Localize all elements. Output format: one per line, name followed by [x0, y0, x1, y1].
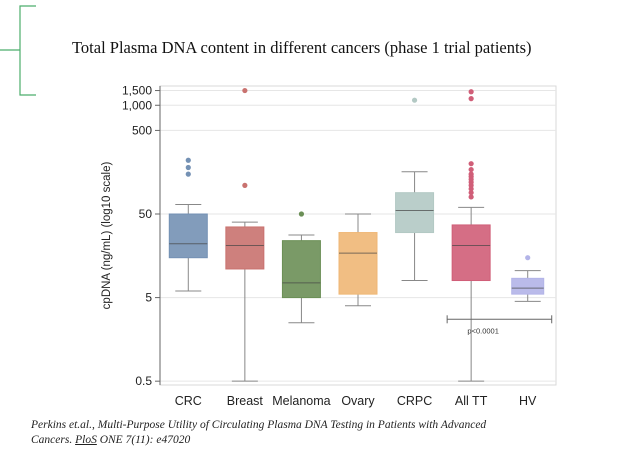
y-tick-label: 0.5 [135, 374, 152, 388]
box-group-crpc [395, 97, 435, 282]
slide-title: Total Plasma DNA content in different ca… [72, 38, 532, 57]
box-group-all-tt [451, 89, 491, 382]
outlier-crpc [411, 97, 418, 103]
outlier-all-tt [468, 190, 474, 196]
outlier-crc [185, 171, 191, 177]
citation-journal-link[interactable]: PloS [75, 434, 97, 446]
box-all-tt [451, 224, 491, 282]
x-tick-label-ovary: Ovary [341, 394, 375, 408]
slide-bracket-decoration [0, 5, 36, 96]
outlier-all-tt [468, 171, 474, 177]
box-breast [225, 226, 265, 270]
outlier-all-tt [468, 89, 474, 95]
box-melanoma [281, 240, 321, 299]
box-ovary [338, 232, 378, 295]
citation-line-2: Cancers. PloS ONE 7(11): e47020 [31, 433, 611, 448]
x-tick-label-hv: HV [519, 394, 537, 408]
box-group-melanoma [281, 211, 321, 324]
box-hv [511, 277, 545, 295]
x-tick-label-breast: Breast [227, 394, 264, 408]
box-group-ovary [338, 213, 378, 307]
bracket-line [0, 5, 36, 96]
citation-suffix: ONE 7(11): e47020 [96, 434, 191, 446]
y-tick-label: 1,500 [122, 84, 152, 98]
outlier-melanoma [298, 211, 305, 217]
x-tick-label-crc: CRC [175, 394, 202, 408]
y-tick-label: 1,000 [122, 98, 152, 112]
box-crpc [395, 192, 435, 234]
box-group-crc [168, 157, 208, 292]
box-crc [168, 213, 208, 259]
outlier-crc [185, 164, 191, 171]
outlier-breast [242, 182, 248, 188]
x-tick-label-all-tt: All TT [455, 394, 488, 408]
y-tick-label: 500 [132, 123, 152, 137]
p-value-annotation: p<0.0001 [467, 326, 499, 335]
citation-prefix: Cancers. [31, 434, 76, 446]
outlier-all-tt [468, 161, 474, 167]
y-tick-label: 5 [145, 291, 152, 305]
box-group-hv [511, 255, 545, 302]
citation-line-1: Perkins et.al., Multi-Purpose Utility of… [31, 419, 487, 431]
y-axis-label: cpDNA (ng/mL) (log10 scale) [101, 162, 113, 310]
outlier-all-tt [468, 194, 474, 200]
box-group-breast [225, 87, 265, 382]
y-tick-label: 50 [139, 207, 153, 221]
outlier-breast [242, 87, 248, 94]
outlier-all-tt [468, 166, 474, 173]
x-tick-label-melanoma: Melanoma [272, 394, 330, 408]
outlier-all-tt [468, 96, 474, 102]
x-tick-label-crpc: CRPC [397, 394, 432, 408]
citation: Perkins et.al., Multi-Purpose Utility of… [31, 418, 611, 448]
outlier-hv [525, 255, 531, 261]
outlier-crc [185, 157, 191, 163]
